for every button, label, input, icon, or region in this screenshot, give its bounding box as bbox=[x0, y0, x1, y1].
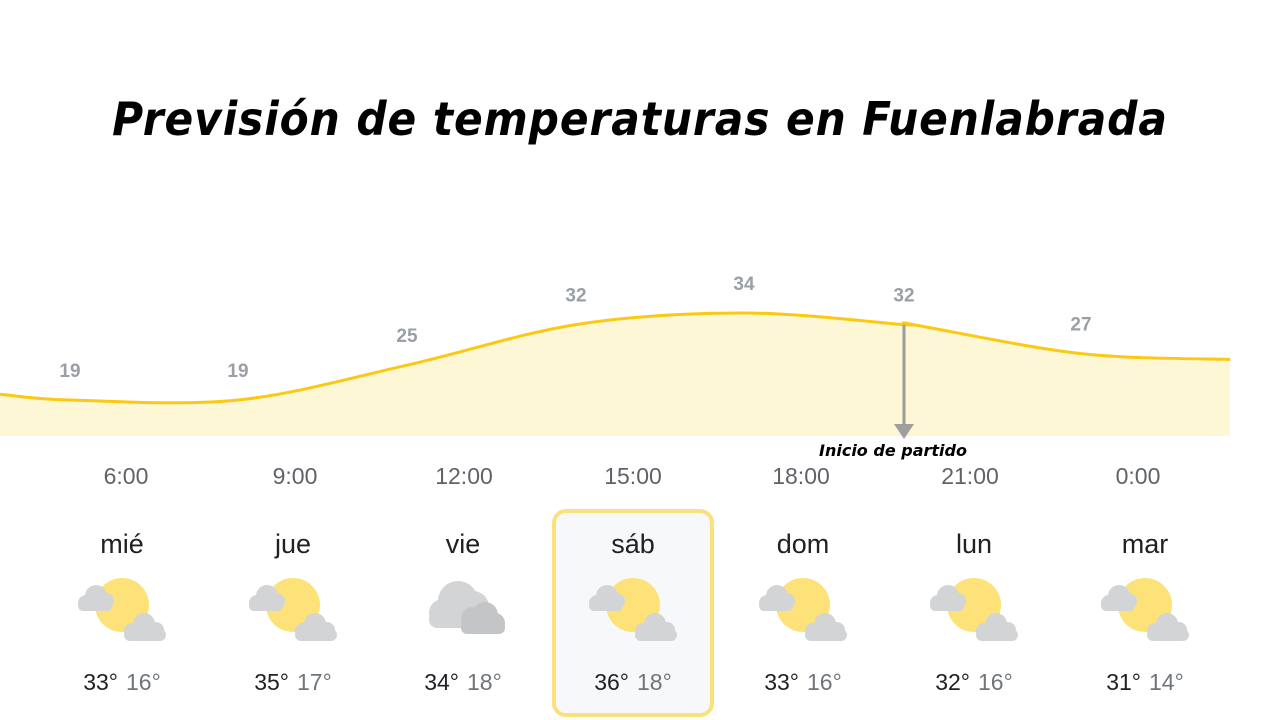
min-temperature: 16° bbox=[978, 669, 1013, 695]
min-temperature: 16° bbox=[126, 669, 161, 695]
time-tick-label: 18:00 bbox=[772, 463, 830, 489]
day-temperatures: 33° 16° bbox=[726, 669, 880, 696]
temperature-area-fill bbox=[0, 313, 1230, 436]
time-tick-label: 0:00 bbox=[1115, 463, 1161, 489]
partly-cloudy-night-icon bbox=[72, 575, 172, 645]
temperature-chart: 19 19 25 32 34 32 27 bbox=[0, 274, 1231, 439]
max-temperature: 32° bbox=[935, 669, 970, 695]
page-title: Previsión de temperaturas en Fuenlabrada bbox=[112, 92, 1168, 146]
temperature-point-label: 25 bbox=[396, 326, 418, 347]
max-temperature: 33° bbox=[83, 669, 118, 695]
temperature-point-label: 19 bbox=[59, 361, 80, 382]
day-card-3[interactable]: sáb 36° 18° bbox=[552, 509, 714, 717]
min-temperature: 18° bbox=[637, 669, 672, 695]
day-temperatures: 33° 16° bbox=[45, 669, 199, 696]
day-name: vie bbox=[445, 529, 481, 559]
max-temperature: 33° bbox=[764, 669, 799, 695]
day-temperatures: 36° 18° bbox=[556, 669, 710, 696]
day-name: sáb bbox=[611, 529, 655, 559]
day-name: jue bbox=[274, 529, 312, 559]
max-temperature: 36° bbox=[594, 669, 629, 695]
day-temperatures: 34° 18° bbox=[386, 669, 540, 696]
day-name: mar bbox=[1121, 529, 1169, 559]
day-name: lun bbox=[955, 529, 993, 559]
time-tick-label: 12:00 bbox=[435, 463, 493, 489]
max-temperature: 31° bbox=[1106, 669, 1141, 695]
day-card-1[interactable]: jue 35° 17° bbox=[216, 513, 370, 713]
day-card-6[interactable]: mar 31° 14° bbox=[1068, 513, 1222, 713]
cloudy-icon bbox=[413, 575, 513, 645]
time-tick-label: 21:00 bbox=[941, 463, 999, 489]
time-tick-label: 9:00 bbox=[272, 463, 318, 489]
temperature-point-label: 27 bbox=[1070, 315, 1091, 336]
day-temperatures: 32° 16° bbox=[897, 669, 1051, 696]
max-temperature: 35° bbox=[254, 669, 289, 695]
temperature-point-label: 32 bbox=[565, 286, 586, 307]
temperature-point-label: 19 bbox=[227, 361, 248, 382]
partly-cloudy-night-icon bbox=[753, 575, 853, 645]
day-temperatures: 31° 14° bbox=[1068, 669, 1222, 696]
min-temperature: 16° bbox=[807, 669, 842, 695]
day-card-0[interactable]: mié 33° 16° bbox=[45, 513, 199, 713]
min-temperature: 17° bbox=[297, 669, 332, 695]
day-name: dom bbox=[776, 529, 830, 559]
match-start-label: Inicio de partido bbox=[819, 441, 967, 460]
day-card-2[interactable]: vie 34° 18° bbox=[386, 513, 540, 713]
partly-cloudy-night-icon bbox=[243, 575, 343, 645]
partly-cloudy-night-icon bbox=[924, 575, 1024, 645]
day-card-4[interactable]: dom 33° 16° bbox=[726, 513, 880, 713]
partly-cloudy-night-icon bbox=[583, 575, 683, 645]
day-temperatures: 35° 17° bbox=[216, 669, 370, 696]
temperature-point-label: 34 bbox=[733, 274, 755, 295]
time-tick-label: 6:00 bbox=[103, 463, 149, 489]
time-tick-label: 15:00 bbox=[604, 463, 662, 489]
min-temperature: 14° bbox=[1149, 669, 1184, 695]
temperature-line bbox=[0, 311, 1231, 405]
max-temperature: 34° bbox=[424, 669, 459, 695]
partly-cloudy-night-icon bbox=[1095, 575, 1195, 645]
min-temperature: 18° bbox=[467, 669, 502, 695]
day-card-5[interactable]: lun 32° 16° bbox=[897, 513, 1051, 713]
day-name: mié bbox=[100, 529, 144, 559]
match-start-arrowhead bbox=[894, 424, 914, 439]
temperature-point-label: 32 bbox=[893, 286, 914, 307]
